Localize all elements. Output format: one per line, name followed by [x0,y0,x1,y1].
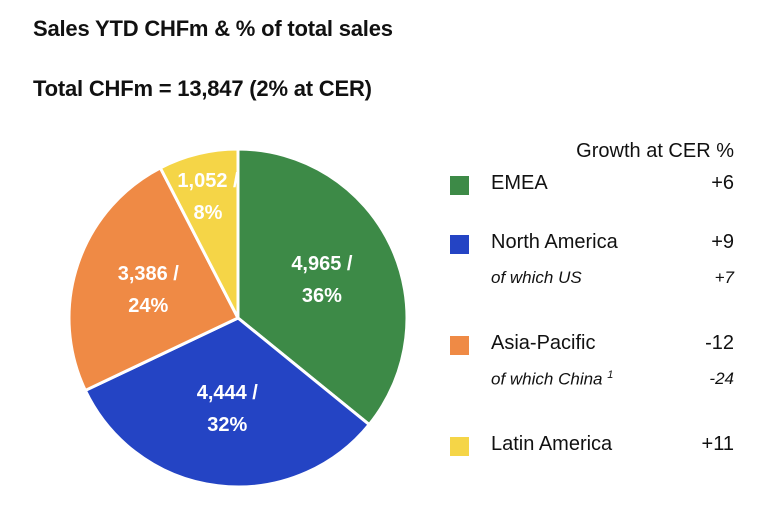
pie-label-value-latin-america: 1,052 / [177,170,239,192]
chart-title: Sales YTD CHFm & % of total sales [33,16,393,41]
pie-slice-north-america [83,316,371,489]
pie-label-pct-north-america: 32% [207,414,247,436]
pie-label-north-america: 4,444 / 32% [197,382,259,436]
legend-label-north-america: North America [491,231,618,253]
pie-label-pct-emea: 36% [302,285,342,307]
pie-label-value-north-america: 4,444 / [197,382,259,404]
legend-sub-growth-us: +7 [714,268,734,287]
legend-sub-china: of which China 1 -24 [491,369,734,391]
legend-label-latin-america: Latin America [491,433,613,455]
legend-sub-label-us: of which US [491,268,582,287]
pie-label-pct-asia-pacific: 24% [128,295,168,317]
legend-row-latin-america: Latin America +11 [450,433,734,459]
pie-label-value-asia-pacific: 3,386 / [118,263,180,285]
legend-label-asia-pacific: Asia-Pacific [491,332,596,354]
pie-slice-asia-pacific [67,166,240,392]
legend-growth-latin-america: +11 [701,433,734,455]
legend-label-emea: EMEA [491,172,548,194]
pie-label-asia-pacific: 3,386 / 24% [118,263,180,317]
pie-label-value-emea: 4,965 / [291,253,353,275]
legend-sub-label-china: of which China 1 [491,369,614,389]
chart-subtitle: Total CHFm = 13,847 (2% at CER) [33,76,372,101]
legend-growth-north-america: +9 [711,231,734,253]
legend-swatch-emea [450,176,469,195]
legend-growth-asia-pacific: -12 [705,332,734,354]
legend-sub-growth-china: -24 [709,369,734,388]
pie-label-emea: 4,965 / 36% [291,253,353,307]
pie-slice-latin-america [158,147,240,320]
legend-row-emea: EMEA +6 [450,172,734,198]
legend-swatch-north-america [450,235,469,254]
legend-row-asia-pacific: Asia-Pacific -12 [450,332,734,358]
legend-swatch-latin-america [450,437,469,456]
pie-slice-emea [236,147,409,427]
legend-row-north-america: North America +9 [450,231,734,257]
footnote-marker: 1 [607,369,614,381]
growth-header: Growth at CER % [576,140,734,162]
pie-label-pct-latin-america: 8% [194,202,223,224]
legend-swatch-asia-pacific [450,336,469,355]
pie-slices [67,147,409,489]
pie-label-latin-america: 1,052 / 8% [177,170,239,224]
pie-labels: 4,965 / 36% 4,444 / 32% 3,386 / 24% 1,052 / 8% [118,170,353,436]
legend-growth-emea: +6 [711,172,734,194]
legend-sub-us: of which US +7 [491,268,734,290]
